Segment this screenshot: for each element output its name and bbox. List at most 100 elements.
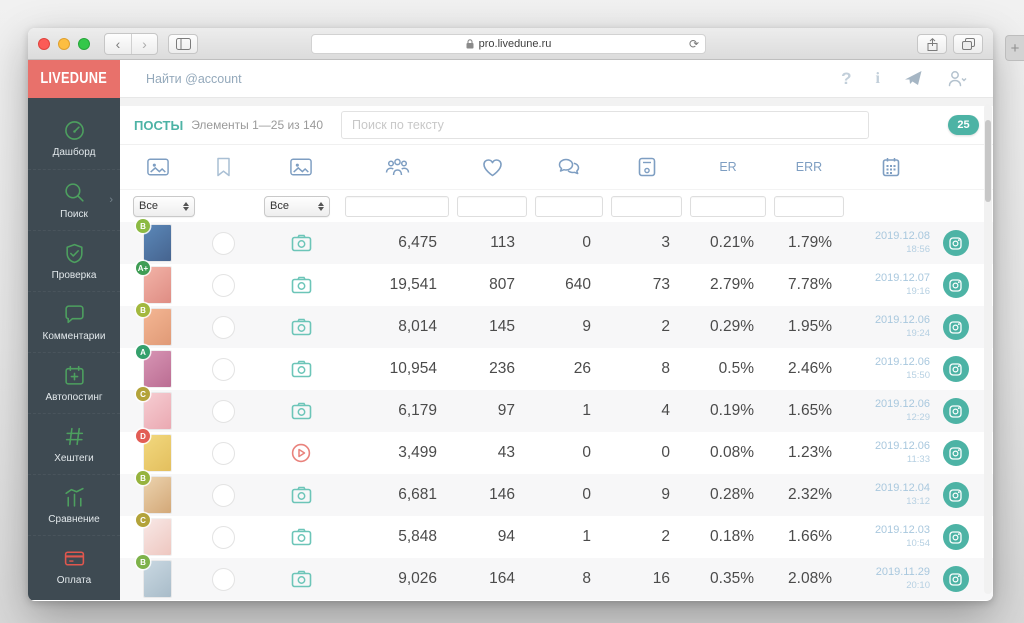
post-select-radio[interactable] bbox=[211, 315, 235, 339]
post-thumbnail-cell[interactable]: A+ bbox=[130, 261, 185, 303]
photo-type-icon bbox=[291, 360, 311, 378]
post-thumbnail-cell[interactable]: A bbox=[130, 345, 185, 387]
post-thumbnail-cell[interactable]: D bbox=[130, 429, 185, 471]
post-thumbnail[interactable] bbox=[144, 393, 171, 429]
open-instagram-button[interactable] bbox=[942, 524, 969, 550]
column-date[interactable] bbox=[848, 157, 934, 177]
address-bar[interactable]: pro.livedune.ru ⟳ bbox=[311, 34, 706, 54]
post-thumbnail[interactable] bbox=[144, 435, 171, 471]
post-thumbnail[interactable] bbox=[144, 309, 171, 345]
reload-button[interactable]: ⟳ bbox=[688, 37, 699, 51]
table-row[interactable]: B 8,014 145 9 2 0.29% 1.95% 2019.12.06 1… bbox=[120, 303, 993, 348]
media-type-filter-select[interactable]: Все bbox=[264, 195, 330, 217]
post-thumbnail[interactable] bbox=[144, 267, 171, 303]
er-filter-input[interactable] bbox=[690, 195, 766, 217]
zoom-window-button[interactable] bbox=[78, 37, 90, 50]
likes-filter-input[interactable] bbox=[457, 195, 527, 217]
table-row[interactable]: D 3,499 43 0 0 0.08% 1.23% 2019.12.06 11… bbox=[120, 429, 993, 474]
table-row[interactable]: A 10,954 236 26 8 0.5% 2.46% 2019.12.06 … bbox=[120, 345, 993, 390]
minimize-window-button[interactable] bbox=[58, 37, 70, 50]
post-thumbnail-cell[interactable]: C bbox=[130, 387, 185, 429]
post-thumbnail-cell[interactable]: B bbox=[130, 555, 185, 597]
column-likes[interactable] bbox=[453, 158, 531, 177]
sidebar-item-dashboard[interactable]: Дашборд bbox=[28, 108, 120, 169]
background-new-tab-button[interactable]: + bbox=[1005, 35, 1024, 61]
post-thumbnail[interactable] bbox=[144, 519, 171, 555]
column-err[interactable]: ERR bbox=[795, 160, 823, 174]
comments-value: 1 bbox=[582, 528, 591, 545]
open-instagram-button[interactable] bbox=[942, 272, 969, 298]
table-row[interactable]: A+ 19,541 807 640 73 2.79% 7.78% 2019.12… bbox=[120, 261, 993, 306]
saved-filter-input[interactable] bbox=[611, 195, 682, 217]
open-instagram-button[interactable] bbox=[942, 356, 969, 382]
column-bookmark[interactable] bbox=[185, 157, 261, 177]
back-button[interactable]: ‹ bbox=[115, 35, 121, 52]
comments-filter-input[interactable] bbox=[535, 195, 603, 217]
column-thumbnail[interactable] bbox=[130, 157, 185, 177]
post-thumbnail-cell[interactable]: B bbox=[130, 303, 185, 345]
sidebar-item-check[interactable]: Проверка bbox=[28, 230, 120, 291]
comments-value: 26 bbox=[573, 360, 591, 377]
sidebar-item-hashtags[interactable]: Хештеги bbox=[28, 413, 120, 474]
table-row[interactable]: B 9,026 164 8 16 0.35% 2.08% 2019.11.29 … bbox=[120, 555, 993, 600]
table-row[interactable]: C 5,848 94 1 2 0.18% 1.66% 2019.12.03 10… bbox=[120, 513, 993, 558]
sidebar-item-autoposting[interactable]: Автопостинг bbox=[28, 352, 120, 413]
open-instagram-button[interactable] bbox=[942, 314, 969, 340]
followers-filter-input[interactable] bbox=[345, 195, 449, 217]
help-icon[interactable]: ? bbox=[841, 68, 852, 88]
open-instagram-button[interactable] bbox=[942, 482, 969, 508]
post-thumbnail-cell[interactable]: B bbox=[130, 471, 185, 513]
err-value: 2.08% bbox=[788, 570, 832, 587]
scrollbar-thumb[interactable] bbox=[985, 120, 991, 202]
share-button[interactable] bbox=[917, 34, 947, 54]
open-instagram-button[interactable] bbox=[942, 566, 969, 592]
sidebar-item-search[interactable]: Поиск › bbox=[28, 169, 120, 230]
post-select-radio[interactable] bbox=[211, 273, 235, 297]
sidebar-item-comments[interactable]: Комментарии bbox=[28, 291, 120, 352]
table-row[interactable]: C 6,179 97 1 4 0.19% 1.65% 2019.12.06 12… bbox=[120, 387, 993, 432]
sidebar-toggle-button[interactable] bbox=[168, 33, 198, 54]
column-comments[interactable] bbox=[531, 157, 607, 177]
post-select-radio[interactable] bbox=[211, 525, 235, 549]
close-window-button[interactable] bbox=[38, 37, 50, 50]
post-select-radio[interactable] bbox=[211, 567, 235, 591]
column-followers[interactable] bbox=[341, 157, 453, 177]
scrollbar-track[interactable] bbox=[984, 104, 992, 594]
text-search-input[interactable] bbox=[341, 111, 870, 139]
info-icon[interactable]: i bbox=[875, 69, 880, 87]
select-post-cell bbox=[185, 357, 261, 381]
saved-posts-icon bbox=[638, 157, 655, 177]
user-menu[interactable] bbox=[947, 70, 967, 88]
post-thumbnail-cell[interactable]: C bbox=[130, 513, 185, 555]
saved-value: 4 bbox=[661, 402, 670, 419]
post-thumbnail-cell[interactable]: B bbox=[130, 219, 185, 261]
post-thumbnail[interactable] bbox=[144, 351, 171, 387]
livedune-logo[interactable]: LIVEDUNE bbox=[28, 60, 120, 98]
tabs-overview-button[interactable] bbox=[953, 34, 983, 54]
sidebar-item-comparison[interactable]: Сравнение bbox=[28, 474, 120, 535]
post-thumbnail[interactable] bbox=[144, 561, 171, 597]
post-select-radio[interactable] bbox=[211, 231, 235, 255]
table-row[interactable]: B 6,475 113 0 3 0.21% 1.79% 2019.12.08 1… bbox=[120, 219, 993, 264]
open-instagram-button[interactable] bbox=[942, 398, 969, 424]
post-thumbnail[interactable] bbox=[144, 225, 171, 261]
page-size-badge[interactable]: 25 bbox=[948, 115, 979, 135]
open-instagram-button[interactable] bbox=[942, 440, 969, 466]
thumbnail-filter-select[interactable]: Все bbox=[133, 195, 195, 217]
telegram-icon[interactable] bbox=[904, 70, 923, 87]
forward-button[interactable]: › bbox=[131, 33, 157, 54]
post-select-radio[interactable] bbox=[211, 483, 235, 507]
column-media-type[interactable] bbox=[261, 157, 341, 177]
account-search-input[interactable] bbox=[146, 71, 386, 86]
post-select-radio[interactable] bbox=[211, 357, 235, 381]
post-thumbnail[interactable] bbox=[144, 477, 171, 513]
table-row[interactable]: B 6,681 146 0 9 0.28% 2.32% 2019.12.04 1… bbox=[120, 471, 993, 516]
column-saved[interactable] bbox=[607, 157, 686, 177]
err-filter-input[interactable] bbox=[774, 195, 844, 217]
sidebar-item-payment[interactable]: Оплата bbox=[28, 535, 120, 596]
open-instagram-button[interactable] bbox=[942, 230, 969, 256]
table-header-row: ER ERR bbox=[120, 145, 993, 190]
post-select-radio[interactable] bbox=[211, 441, 235, 465]
column-er[interactable]: ER bbox=[719, 160, 737, 174]
post-select-radio[interactable] bbox=[211, 399, 235, 423]
